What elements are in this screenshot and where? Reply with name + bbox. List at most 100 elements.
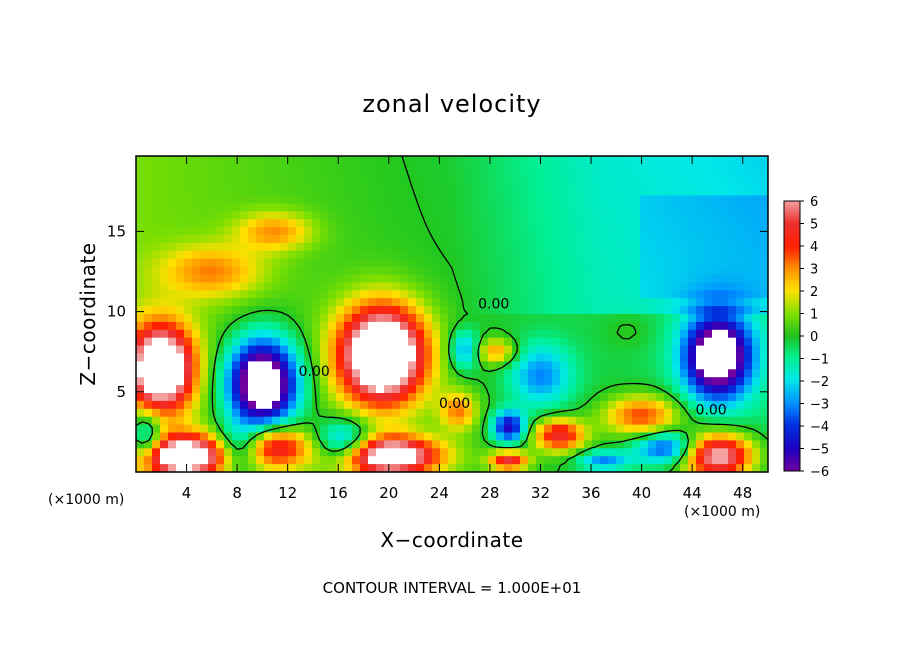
field-cell <box>240 179 249 189</box>
field-cell <box>168 432 177 441</box>
field-cell <box>192 227 201 236</box>
field-cell <box>320 464 329 472</box>
field-cell <box>584 314 593 323</box>
field-cell <box>200 385 209 394</box>
field-cell <box>744 227 753 236</box>
field-cell <box>256 298 265 307</box>
field-cell <box>536 329 545 339</box>
field-cell <box>512 227 521 236</box>
field-cell <box>160 440 169 449</box>
field-cell <box>368 274 377 283</box>
field-cell <box>192 156 201 165</box>
field-cell <box>696 408 705 418</box>
field-cell <box>472 258 481 268</box>
field-cell <box>592 227 601 236</box>
field-cell <box>464 361 473 370</box>
field-cell <box>320 195 329 204</box>
y-tick-label: 15 <box>107 222 126 240</box>
field-cell <box>712 258 721 268</box>
field-cell <box>728 282 737 291</box>
field-cell <box>344 163 353 173</box>
field-cell <box>424 227 433 236</box>
field-cell <box>736 242 745 252</box>
field-cell <box>264 369 273 378</box>
field-cell <box>736 424 745 434</box>
field-cell <box>592 163 601 173</box>
field-cell <box>392 211 401 220</box>
field-cell <box>432 203 441 212</box>
field-cell <box>160 416 169 426</box>
field-cell <box>152 195 161 204</box>
field-cell <box>720 314 729 323</box>
field-cell <box>440 464 449 472</box>
field-cell <box>608 416 617 426</box>
field-cell <box>376 227 385 236</box>
field-cell <box>160 227 169 236</box>
field-cell <box>224 353 233 362</box>
field-cell <box>320 337 329 347</box>
field-cell <box>352 163 361 173</box>
field-cell <box>232 163 241 173</box>
field-cell <box>664 187 673 197</box>
field-cell <box>688 171 697 181</box>
field-cell <box>496 424 505 434</box>
x-tick-label: 12 <box>278 484 297 502</box>
field-cell <box>592 424 601 434</box>
field-cell <box>144 456 153 465</box>
field-cell <box>272 242 281 252</box>
field-cell <box>528 345 537 355</box>
field-cell <box>392 369 401 378</box>
field-cell <box>592 393 601 402</box>
field-cell <box>752 432 761 441</box>
field-cell <box>424 203 433 212</box>
field-cell <box>760 337 768 347</box>
field-cell <box>296 211 305 220</box>
field-cell <box>632 306 641 315</box>
field-cell <box>416 163 425 173</box>
field-cell <box>136 171 145 181</box>
field-cell <box>400 274 409 283</box>
field-cell <box>472 329 481 339</box>
field-cell <box>160 321 169 331</box>
field-cell <box>672 306 681 315</box>
field-cell <box>280 377 289 386</box>
field-cell <box>184 369 193 378</box>
field-cell <box>720 282 729 291</box>
field-cell <box>584 448 593 457</box>
field-cell <box>536 314 545 323</box>
field-cell <box>520 235 529 244</box>
field-cell <box>640 329 649 339</box>
field-cell <box>304 464 313 472</box>
field-cell <box>688 416 697 426</box>
field-cell <box>192 195 201 204</box>
field-cell <box>648 274 657 283</box>
field-cell <box>136 211 145 220</box>
field-cell <box>512 274 521 283</box>
field-cell <box>576 227 585 236</box>
field-cell <box>408 266 417 276</box>
field-cell <box>368 298 377 307</box>
field-cell <box>296 171 305 181</box>
field-cell <box>752 282 761 291</box>
field-cell <box>584 361 593 370</box>
field-cell <box>552 400 561 410</box>
field-cell <box>184 163 193 173</box>
field-cell <box>424 432 433 441</box>
field-cell <box>264 432 273 441</box>
field-cell <box>752 156 761 165</box>
field-cell <box>552 464 561 472</box>
field-cell <box>360 432 369 441</box>
field-cell <box>144 187 153 197</box>
field-cell <box>584 377 593 386</box>
field-cell <box>432 393 441 402</box>
field-cell <box>344 345 353 355</box>
field-cell <box>424 274 433 283</box>
field-cell <box>536 385 545 394</box>
field-cell <box>472 337 481 347</box>
field-cell <box>640 400 649 410</box>
field-cell <box>608 274 617 283</box>
field-cell <box>360 329 369 339</box>
field-cell <box>488 337 497 347</box>
field-cell <box>664 408 673 418</box>
colorbar <box>783 200 801 472</box>
